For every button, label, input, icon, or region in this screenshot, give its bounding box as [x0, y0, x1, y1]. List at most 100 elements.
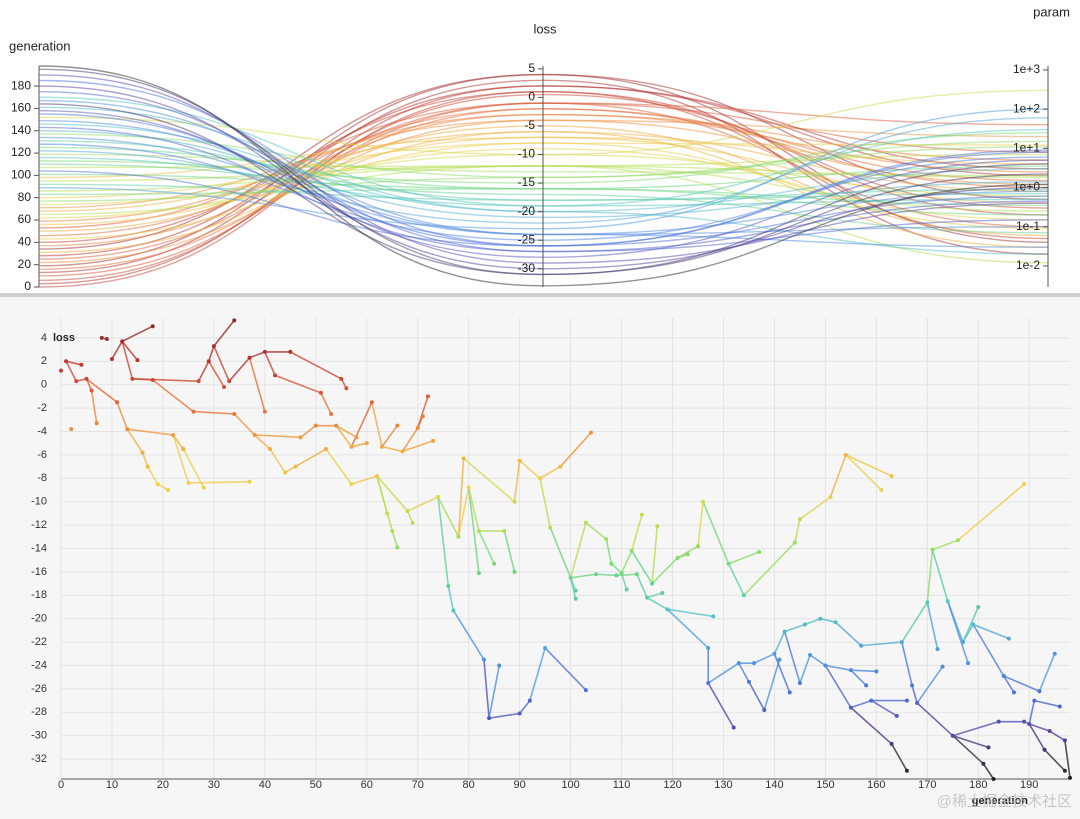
x-tick-label: 10: [106, 779, 118, 791]
tick-label: 80: [18, 190, 32, 204]
point: [69, 427, 74, 432]
point: [323, 447, 328, 452]
lineage-edge: [228, 357, 251, 382]
point: [869, 698, 874, 703]
point: [313, 423, 318, 428]
point: [848, 668, 853, 673]
lineage-edge: [208, 360, 225, 388]
tick-label: 1e+3: [1013, 62, 1040, 76]
point: [125, 427, 130, 432]
lineage-edge: [901, 641, 913, 686]
point: [701, 499, 706, 504]
lineage-edge: [707, 662, 740, 684]
lineage-edge: [748, 681, 765, 711]
point: [583, 520, 588, 525]
lineage-edge: [697, 501, 704, 547]
tick-label: -5: [524, 118, 535, 132]
point: [925, 600, 930, 605]
lineage-edge: [926, 549, 934, 603]
point: [899, 640, 904, 645]
point: [186, 480, 191, 485]
lineage-edge: [957, 483, 1025, 541]
lineage-edge: [636, 573, 648, 598]
x-axis-title: generation: [972, 795, 1029, 807]
lineage-edge: [274, 374, 322, 394]
point: [706, 645, 711, 650]
point: [227, 379, 232, 384]
lineage-edge: [1028, 723, 1046, 751]
point: [981, 761, 986, 766]
lineage-edge: [753, 653, 775, 664]
y-tick-label: -2: [37, 402, 47, 414]
point: [380, 444, 385, 449]
point: [517, 711, 522, 716]
tick-label: -30: [518, 261, 536, 275]
point: [808, 652, 813, 657]
x-tick-label: 90: [514, 779, 526, 791]
lineage-edge: [605, 538, 613, 564]
lineage-edge: [467, 487, 480, 574]
lineage-edge: [406, 510, 414, 524]
point: [104, 337, 109, 342]
y-tick-label: -18: [31, 589, 47, 601]
point: [390, 528, 395, 533]
lineage-edge: [457, 458, 465, 537]
x-tick-label: 100: [561, 779, 579, 791]
point: [548, 525, 553, 530]
point: [823, 663, 828, 668]
point: [318, 390, 323, 395]
lineage-edge: [926, 602, 939, 650]
lineage-edge: [850, 669, 877, 673]
lineage-edge: [248, 357, 266, 412]
point: [84, 376, 89, 381]
tick-label: 1e+2: [1013, 101, 1040, 115]
point: [130, 376, 135, 381]
y-tick-label: -6: [37, 449, 47, 461]
lineage-edge: [121, 341, 134, 380]
point: [94, 421, 99, 426]
lineage-edge: [264, 351, 276, 376]
point: [573, 596, 578, 601]
lineage-edge: [666, 608, 709, 649]
point: [420, 414, 425, 419]
point: [109, 356, 114, 361]
point: [288, 349, 293, 354]
lineage-edge: [825, 664, 852, 671]
lineage-edge: [784, 623, 806, 633]
lineage-edge: [952, 735, 984, 765]
lineage-edge: [1003, 675, 1040, 692]
point: [746, 679, 751, 684]
lineage-edge: [539, 478, 551, 528]
point: [211, 344, 216, 349]
tick-label: 1e+1: [1013, 141, 1040, 155]
lineage-edge: [1028, 700, 1036, 725]
x-tick-label: 140: [765, 779, 783, 791]
trial-line: [38, 99, 1049, 236]
tick-label: 40: [18, 235, 32, 249]
lineage-edge: [809, 654, 826, 667]
lineage-edge: [850, 699, 872, 709]
lineage-edge: [585, 522, 607, 540]
point: [879, 487, 884, 492]
point: [1027, 722, 1032, 727]
point: [232, 318, 237, 323]
lineage-edge: [188, 481, 250, 484]
point: [461, 456, 466, 461]
lineage-edge: [799, 654, 811, 684]
point: [945, 599, 950, 604]
lineage-edge: [620, 550, 633, 574]
point: [115, 400, 120, 405]
lineage-edge: [402, 440, 434, 453]
point: [344, 386, 349, 391]
lineage-edge: [850, 669, 867, 686]
lineage-edge: [519, 460, 541, 479]
trial-line: [38, 102, 1049, 229]
lineage-edge: [249, 351, 266, 359]
lineage-edge: [916, 702, 954, 737]
point: [497, 663, 502, 668]
lineage-edge: [901, 601, 928, 643]
point: [828, 495, 833, 500]
tick-label: 120: [11, 145, 31, 159]
point: [262, 349, 267, 354]
